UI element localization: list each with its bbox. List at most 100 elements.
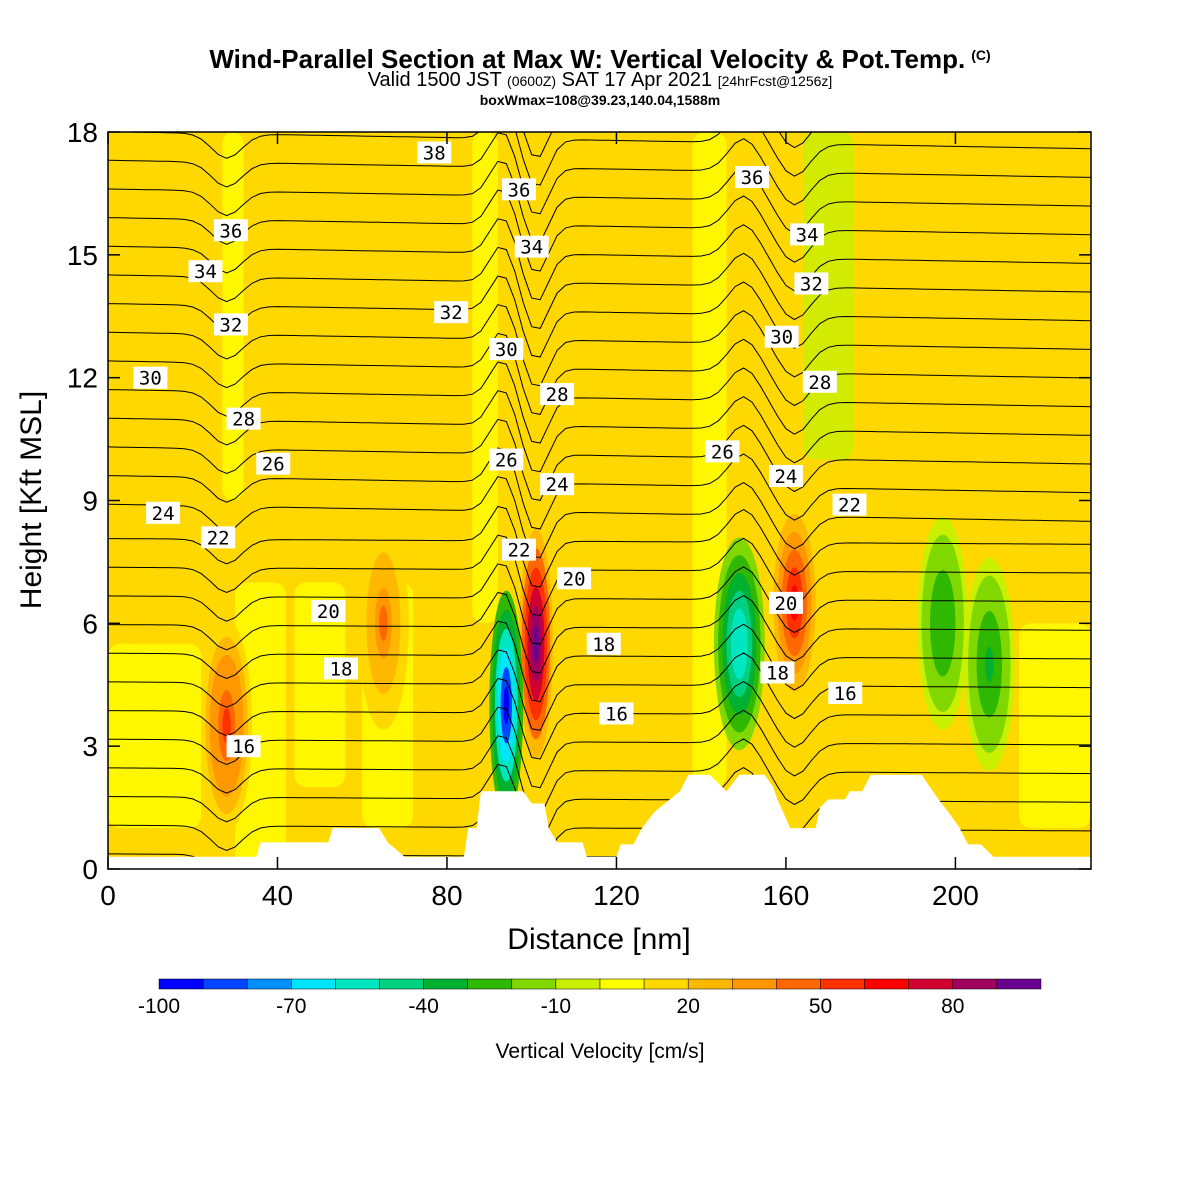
velocity-field <box>108 132 1091 869</box>
theta-line-25 <box>108 476 1091 559</box>
theta-label-16-0-bg <box>599 702 634 725</box>
theta-label-18-3-text: 18 <box>766 662 789 684</box>
theta-line-30 <box>108 332 1091 415</box>
colorbar-swatch-18 <box>952 978 998 990</box>
theta-line-29 <box>108 361 1091 444</box>
cell-downdraft-196-5 <box>938 605 947 642</box>
y-tick-label-9: 9 <box>82 486 98 517</box>
theta-label-20-5-bg <box>768 591 803 614</box>
valid-prefix: Valid 1500 JST <box>367 69 502 91</box>
title-mark: (C) <box>971 47 991 63</box>
theta-label-22-7: 22 <box>832 493 867 517</box>
field-band-12 <box>862 132 939 419</box>
theta-label-22-7-text: 22 <box>838 495 861 517</box>
cell-updraft-65-5 <box>379 605 388 642</box>
colorbar-swatch-12 <box>687 978 733 990</box>
valid-date: SAT 17 Apr 2021 <box>561 69 713 91</box>
colorbar-tick-3: -10 <box>541 995 571 1018</box>
theta-line-36 <box>108 160 1091 243</box>
theta-line-37 <box>108 132 1091 215</box>
theta-label-32-17-text: 32 <box>800 273 823 295</box>
y-tick-label-18: 18 <box>67 117 98 148</box>
field-band-4 <box>294 582 346 788</box>
y-tick-label-15: 15 <box>67 240 98 271</box>
theta-label-28-12-bg <box>540 383 575 406</box>
theta-label-16-1-text: 16 <box>834 683 857 705</box>
x-tick-label-0: 0 <box>100 880 116 911</box>
theta-label-20-left-bg <box>311 600 346 623</box>
theta-label-36-21: 36 <box>735 166 770 189</box>
valid-utc: (0600Z) <box>507 73 557 89</box>
forecast-info: [24hrFcst@1256z] <box>717 73 833 89</box>
colorbar-swatch-7 <box>467 978 513 990</box>
x-tick-label-160: 160 <box>763 880 810 911</box>
theta-label-26-left-text: 26 <box>262 454 285 476</box>
theta-label-16-left: 16 <box>226 735 261 758</box>
theta-label-34-18-text: 34 <box>520 237 543 259</box>
theta-label-36-21-text: 36 <box>741 167 764 189</box>
x-tick-label-40: 40 <box>262 880 293 911</box>
theta-line-33 <box>108 246 1091 329</box>
theta-label-24-9: 24 <box>768 464 803 488</box>
field-band-0 <box>108 132 214 378</box>
theta-label-24-left-text: 24 <box>152 503 175 525</box>
colorbar-tick-0: -100 <box>138 995 180 1018</box>
theta-label-26-10-bg <box>489 448 524 471</box>
theta-label-24-8-text: 24 <box>546 474 569 496</box>
theta-label-22-6: 22 <box>501 538 536 562</box>
theta-label-34-left: 34 <box>188 260 223 283</box>
theta-label-22-6-bg <box>501 538 536 561</box>
theta-label-32-17: 32 <box>794 272 829 295</box>
theta-label-32-16-bg <box>434 301 469 324</box>
theta-label-26-left: 26 <box>256 452 291 476</box>
colorbar-swatch-2 <box>246 978 292 990</box>
theta-label-18-2: 18 <box>586 632 621 656</box>
theta-label-22-left: 22 <box>201 526 236 549</box>
theta-label-16-left-text: 16 <box>232 736 255 758</box>
theta-line-31 <box>108 304 1091 387</box>
field-band-10 <box>743 132 769 378</box>
theta-label-26-10: 26 <box>489 448 524 472</box>
theta-label-20-left-text: 20 <box>317 601 340 623</box>
theta-label-32-left-bg <box>213 313 248 336</box>
theta-label-26-left-bg <box>256 452 291 475</box>
theta-label-28-13: 28 <box>802 370 837 394</box>
theta-label-28-12-text: 28 <box>546 384 569 406</box>
theta-label-18-2-text: 18 <box>592 634 615 656</box>
field-band-2 <box>269 172 363 378</box>
field-band-7 <box>565 132 608 747</box>
colorbar-tick-6: 80 <box>941 995 964 1018</box>
theta-line-17 <box>108 706 1091 789</box>
theta-label-32-17-bg <box>794 272 829 295</box>
theta-label-28-13-text: 28 <box>808 372 831 394</box>
theta-label-34-19-bg <box>790 223 825 246</box>
theta-label-24-9-text: 24 <box>774 466 797 488</box>
theta-label-32-16: 32 <box>434 301 469 324</box>
theta-label-32-left-text: 32 <box>219 314 242 336</box>
chart-subtitle: Valid 1500 JST (0600Z) SAT 17 Apr 2021 [… <box>0 70 1200 91</box>
theta-label-28-13-bg <box>802 370 837 393</box>
y-tick-label-0: 0 <box>82 854 98 885</box>
colorbar-tick-5: 50 <box>809 995 832 1018</box>
colorbar-swatch-5 <box>379 978 424 990</box>
theta-label-28-left-bg <box>226 407 261 430</box>
field-band-6 <box>472 132 498 624</box>
colorbar-swatch-14 <box>776 978 821 990</box>
field-band-8 <box>616 132 693 501</box>
theta-label-22-left-bg <box>201 526 236 549</box>
theta-label-20-4: 20 <box>557 567 592 590</box>
contour-labels: 1618202224262830323436381616181820202222… <box>133 141 867 758</box>
theta-label-18-3: 18 <box>760 661 795 684</box>
theta-label-34-left-bg <box>188 260 223 283</box>
theta-line-34 <box>108 218 1091 301</box>
theta-label-36-21-bg <box>735 166 770 189</box>
y-tick-label-6: 6 <box>82 608 98 639</box>
theta-label-20-5-text: 20 <box>774 593 797 615</box>
theta-label-20-left: 20 <box>311 600 346 623</box>
theta-label-22-7-bg <box>832 493 867 516</box>
colorbar-swatch-13 <box>732 978 777 990</box>
colorbar-swatch-10 <box>599 978 645 990</box>
theta-label-24-8: 24 <box>540 473 575 496</box>
theta-label-16-left-bg <box>226 735 261 758</box>
